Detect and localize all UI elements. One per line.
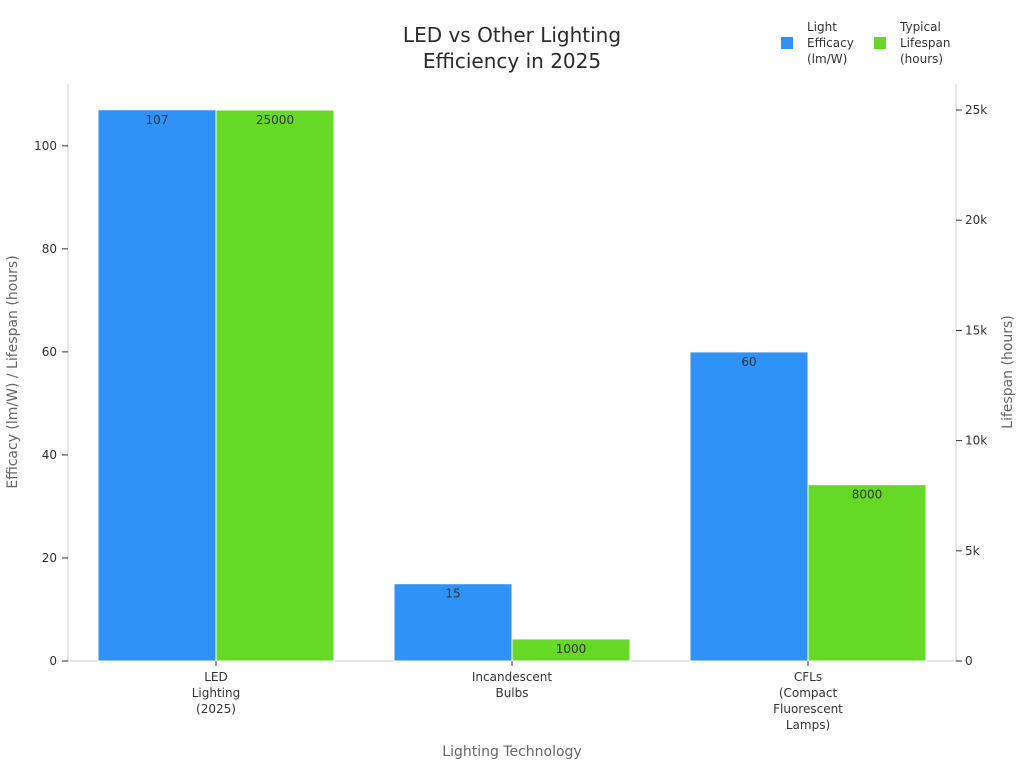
bar-value-label: 8000 xyxy=(852,488,883,502)
y-right-tick-label: 10k xyxy=(965,434,987,448)
y-left-tick-label: 0 xyxy=(49,654,57,668)
bars xyxy=(97,109,927,662)
bar-value-label: 60 xyxy=(741,355,756,369)
y-left-tick-label: 60 xyxy=(42,345,57,359)
chart-title-line-1: LED vs Other Lighting xyxy=(403,23,621,47)
y-axis-left-ticks: 0 20 40 60 80 100 xyxy=(34,139,68,668)
chart-title-line-2: Efficiency in 2025 xyxy=(423,49,601,73)
y-axis-left-label: Efficacy (lm/W) / Lifespan (hours) xyxy=(5,255,21,488)
y-left-tick-label: 80 xyxy=(42,242,57,256)
y-left-tick-label: 100 xyxy=(34,139,57,153)
legend-swatch-0 xyxy=(781,37,793,49)
x-tick-label: (2025) xyxy=(196,702,236,716)
bar-0-2 xyxy=(689,351,809,662)
legend-label-0: (lm/W) xyxy=(807,52,847,66)
bar-1-1 xyxy=(511,638,631,662)
bar-1-0 xyxy=(215,109,335,662)
bar-0-1 xyxy=(393,583,513,662)
x-axis-ticks: LED Lighting (2025) Incandescent Bulbs CFLs (C… xyxy=(192,661,843,732)
bar-1-2 xyxy=(807,484,927,662)
x-tick-label: Bulbs xyxy=(495,686,528,700)
legend-label-1: Lifespan xyxy=(900,36,950,50)
legend-label-1: (hours) xyxy=(900,52,943,66)
x-tick-label: Incandescent xyxy=(472,670,553,684)
x-tick-label: Fluorescent xyxy=(773,702,843,716)
legend-label-0: Light xyxy=(807,20,837,34)
y-axis-right-ticks: 0 5k 10k 15k 20k 25k xyxy=(956,103,987,668)
y-right-tick-label: 20k xyxy=(965,213,987,227)
y-right-tick-label: 0 xyxy=(965,654,973,668)
bar-value-label: 15 xyxy=(445,587,460,601)
legend: Light Efficacy (lm/W) Typical Lifespan (hours… xyxy=(781,20,950,66)
legend-swatch-1 xyxy=(874,37,886,49)
y-right-tick-label: 15k xyxy=(965,323,987,337)
bar-value-label: 25000 xyxy=(256,113,294,127)
y-right-tick-label: 25k xyxy=(965,103,987,117)
x-tick-label: CFLs xyxy=(794,670,822,684)
bar-value-label: 107 xyxy=(146,113,169,127)
bar-labels: 107 25000 15 1000 60 8000 xyxy=(146,113,883,656)
x-tick-label: Lamps) xyxy=(786,718,830,732)
y-left-tick-label: 40 xyxy=(42,448,57,462)
x-tick-label: (Compact xyxy=(779,686,838,700)
x-axis-label: Lighting Technology xyxy=(442,744,581,760)
y-axis-right-label: Lifespan (hours) xyxy=(1000,315,1016,429)
bar-0-0 xyxy=(97,109,217,662)
y-left-tick-label: 20 xyxy=(42,551,57,565)
legend-label-1: Typical xyxy=(899,20,941,34)
legend-label-0: Efficacy xyxy=(807,36,854,50)
x-tick-label: LED xyxy=(204,670,228,684)
x-tick-label: Lighting xyxy=(192,686,241,700)
bar-value-label: 1000 xyxy=(556,642,587,656)
y-right-tick-label: 5k xyxy=(965,544,980,558)
